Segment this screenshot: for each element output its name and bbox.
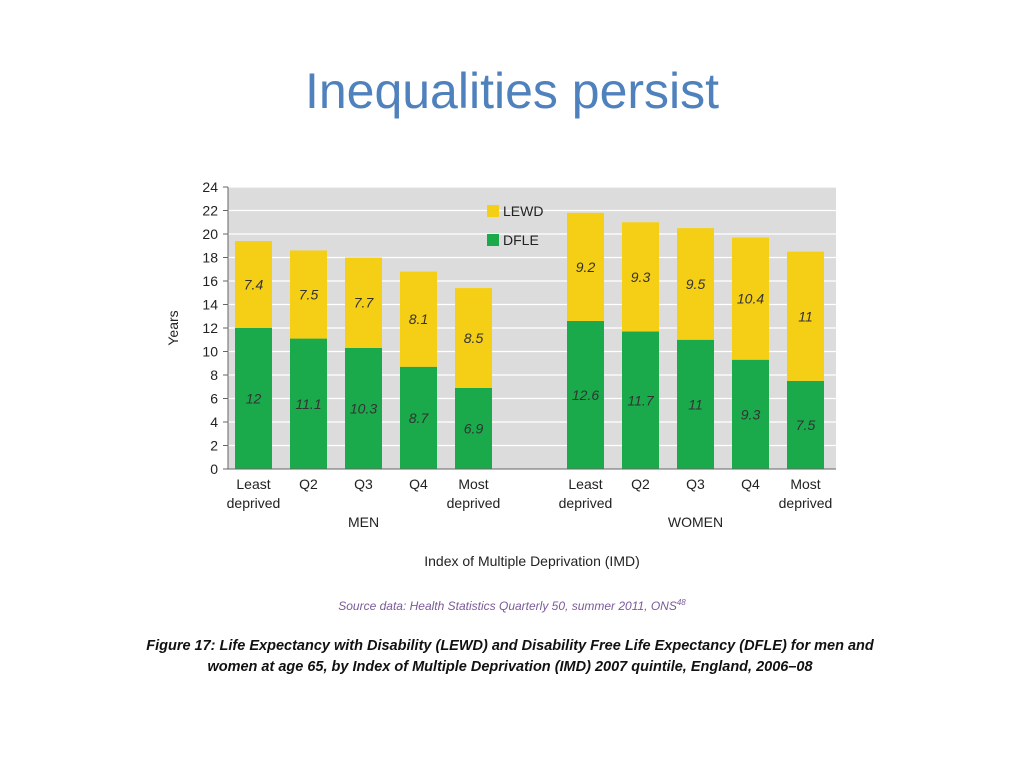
group-label: MEN xyxy=(348,514,379,530)
bar-dfle xyxy=(345,347,382,469)
data-label-dfle: 12.6 xyxy=(572,387,599,403)
data-label-lewd: 7.4 xyxy=(244,277,264,293)
y-axis-label: Years xyxy=(165,310,181,345)
x-tick-label: Least deprived xyxy=(227,476,281,511)
data-label-lewd: 11 xyxy=(798,308,813,324)
legend: LEWD DFLE xyxy=(487,203,543,248)
y-tick-label: 8 xyxy=(210,367,218,383)
source-text: Source data: Health Statistics Quarterly… xyxy=(338,599,677,613)
x-tick-label: Q3 xyxy=(686,476,705,492)
data-label-lewd: 7.5 xyxy=(299,287,319,303)
data-label-dfle: 10.3 xyxy=(350,400,377,416)
data-label-dfle: 8.7 xyxy=(409,410,430,426)
group-label: WOMEN xyxy=(668,514,723,530)
y-tick-label: 16 xyxy=(202,273,218,289)
slide-title: Inequalities persist xyxy=(304,63,720,119)
bar-lewd xyxy=(290,250,327,339)
y-tick-label: 2 xyxy=(210,438,218,454)
y-tick-label: 14 xyxy=(202,297,218,313)
caption-line-1: Figure 17: Life Expectancy with Disabili… xyxy=(146,638,874,654)
bar-lewd xyxy=(235,241,272,328)
x-tick-label: Q2 xyxy=(631,476,650,492)
legend-label-dfle: DFLE xyxy=(503,232,539,248)
data-label-dfle: 11 xyxy=(688,396,703,412)
figure-caption: Figure 17: Life Expectancy with Disabili… xyxy=(110,636,910,678)
data-label-dfle: 9.3 xyxy=(741,406,761,422)
bar-dfle xyxy=(677,339,714,469)
y-tick-label: 24 xyxy=(202,179,218,195)
bar-dfle xyxy=(400,366,437,469)
x-tick-label: Least deprived xyxy=(559,476,613,511)
data-label-lewd: 9.2 xyxy=(576,259,596,275)
y-tick-label: 18 xyxy=(202,250,218,266)
bar-lewd xyxy=(677,228,714,340)
data-label-lewd: 8.1 xyxy=(409,311,428,327)
data-label-lewd: 9.5 xyxy=(686,276,706,292)
data-label-lewd: 10.4 xyxy=(737,291,764,307)
y-tick-label: 10 xyxy=(202,344,218,360)
x-tick-label: Most deprived xyxy=(447,476,501,511)
bars xyxy=(235,212,824,469)
bar-lewd xyxy=(345,257,382,348)
y-tick-label: 0 xyxy=(210,461,218,477)
x-axis-label: Index of Multiple Deprivation (IMD) xyxy=(424,553,640,569)
x-tick-label: Q4 xyxy=(741,476,760,492)
bar-lewd xyxy=(622,222,659,332)
y-tick-label: 12 xyxy=(202,320,218,336)
data-labels: 12 7.4 11.1 7.5 10.3 7.7 8.7 8.1 6.9 8.5 12.6 9.2 11… xyxy=(244,259,816,437)
bar-dfle xyxy=(290,338,327,469)
source-note: Source data: Health Statistics Quarterly… xyxy=(0,598,1024,613)
bar-lewd xyxy=(732,237,769,360)
bar-lewd xyxy=(400,271,437,367)
legend-swatch-dfle xyxy=(487,234,499,246)
y-tick-label: 22 xyxy=(202,203,218,219)
bar-dfle xyxy=(455,387,492,469)
bar-lewd xyxy=(787,251,824,381)
y-tick-label: 4 xyxy=(210,414,218,430)
data-label-dfle: 11.7 xyxy=(627,392,654,408)
x-tick-label: Q2 xyxy=(299,476,318,492)
bar-lewd xyxy=(455,288,492,388)
data-label-dfle: 11.1 xyxy=(295,396,321,412)
data-label-dfle: 6.9 xyxy=(464,420,484,436)
bar-lewd xyxy=(567,212,604,321)
data-label-lewd: 8.5 xyxy=(464,330,484,346)
data-label-lewd: 7.7 xyxy=(354,295,375,311)
legend-label-lewd: LEWD xyxy=(503,203,543,219)
x-tick-label: Most deprived xyxy=(779,476,833,511)
bar-dfle xyxy=(567,320,604,469)
bar-dfle xyxy=(235,328,272,469)
bar-dfle xyxy=(622,331,659,469)
legend-swatch-lewd xyxy=(487,205,499,217)
data-label-lewd: 9.3 xyxy=(631,269,651,285)
y-tick-label: 6 xyxy=(210,391,218,407)
data-label-dfle: 7.5 xyxy=(796,417,816,433)
bar-dfle xyxy=(732,359,769,469)
stacked-bar-chart: 12 7.4 11.1 7.5 10.3 7.7 8.7 8.1 6.9 8.5 12.6 9.2 11… xyxy=(165,179,836,569)
caption-line-2: women at age 65, by Index of Multiple De… xyxy=(207,659,813,675)
data-label-dfle: 12 xyxy=(246,391,262,407)
x-tick-label: Q4 xyxy=(409,476,428,492)
source-superscript: 48 xyxy=(676,598,686,607)
y-tick-label: 20 xyxy=(202,226,218,242)
bar-dfle xyxy=(787,380,824,469)
x-tick-label: Q3 xyxy=(354,476,373,492)
